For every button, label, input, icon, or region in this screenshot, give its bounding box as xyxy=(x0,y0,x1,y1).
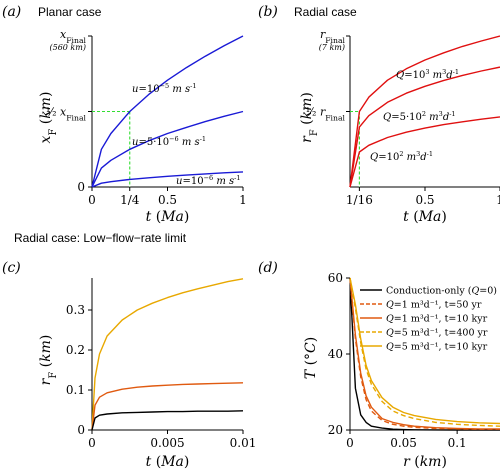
panel-c-xlabel: t (Ma) xyxy=(146,454,190,470)
panel-a-xtick-3-label: 1 xyxy=(239,193,247,207)
panel-c-ytick-0-label: 0 xyxy=(77,423,85,437)
panel-b-xtick-2-label: 1 xyxy=(496,193,500,207)
panel-a-series-1 xyxy=(91,35,244,188)
panel-d-series-5 xyxy=(349,277,500,425)
panel-a-ytick-0-label: 0 xyxy=(77,180,85,194)
panel-b-xtick-0-label: 1/16 xyxy=(346,193,373,207)
panel-d-series-3 xyxy=(349,277,500,430)
panel-b-series-label-2: Q=5·102 m3d-1 xyxy=(383,110,456,123)
panel-c-xtick-2-label: 0.01 xyxy=(230,436,257,450)
panel-b-series-1 xyxy=(349,35,500,188)
panel-d-label: (d) xyxy=(258,260,278,276)
panel-b-ylabel: rF (km) xyxy=(299,92,320,143)
panel-a-top-tick-label: xFinal xyxy=(60,28,87,45)
panel-b-label: (b) xyxy=(258,4,278,20)
panel-a-title: Planar case xyxy=(38,5,102,19)
panel-a-xtick-2-label: 0.5 xyxy=(158,193,177,207)
panel-d-legend-entry-4: Q=5 m³d⁻¹, t=400 yr xyxy=(386,328,488,339)
panel-c-ytick-2-label: 0.2 xyxy=(66,343,85,357)
panel-c-series-3 xyxy=(91,410,244,431)
panel-b-xlabel: t (Ma) xyxy=(403,209,447,225)
panel-d-xtick-0-label: 0 xyxy=(346,436,354,450)
panel-b-top-tick-label: rFinal xyxy=(320,28,346,45)
panel-a-ylabel: xF (km) xyxy=(38,92,59,144)
panel-d-legend-entry-3: Q=1 m³d⁻¹, t=10 kyr xyxy=(386,314,488,325)
panel-a-series-label-2: u=5·10−6 m s-1 xyxy=(132,135,206,148)
panel-c-label: (c) xyxy=(2,260,21,276)
panel-a-half-tick-label: ½ xFinal xyxy=(46,106,87,123)
panel-c-series-1 xyxy=(91,278,244,431)
panel-a-top-tick-note: (560 km) xyxy=(50,43,87,52)
panel-c-ytick-3-label: 0.3 xyxy=(66,303,85,317)
panel-b-title: Radial case xyxy=(294,5,357,19)
panel-a-series-label-1: u=10−5 m s-1 xyxy=(132,82,196,95)
panel-c-heading: Radial case: Low−flow−rate limit xyxy=(14,231,187,245)
panel-d-xlabel: r (km) xyxy=(403,454,447,470)
panel-d-legend-entry-1: Conduction-only (Q=0) xyxy=(386,286,497,297)
panel-b-half-tick-label: ½ rFinal xyxy=(306,106,346,123)
panel-c-series-2 xyxy=(91,382,244,431)
panel-c-xtick-0-label: 0 xyxy=(88,436,96,450)
panel-a-series-2 xyxy=(91,110,244,188)
panel-b-top-tick-note: (7 km) xyxy=(319,43,345,52)
panel-d-xtick-2-label: 0.1 xyxy=(448,436,467,450)
panel-d-ytick-2-label: 60 xyxy=(328,271,343,285)
panel-c-ytick-1-label: 0.1 xyxy=(66,383,85,397)
panel-a-xtick-0-label: 0 xyxy=(88,193,96,207)
panel-b-series-label-3: Q=102 m3d-1 xyxy=(370,150,433,163)
panel-a-xlabel: t (Ma) xyxy=(146,209,190,225)
panel-b-series-label-1: Q=103 m3d-1 xyxy=(396,68,459,81)
panel-a-label: (a) xyxy=(2,4,21,20)
panel-a-series-3 xyxy=(91,171,244,188)
panel-d-series-4 xyxy=(349,277,500,427)
panel-d-legend-entry-2: Q=1 m³d⁻¹, t=50 yr xyxy=(386,300,482,311)
panel-d-ylabel: T (°C) xyxy=(303,337,319,379)
panel-b-series-2 xyxy=(349,66,500,188)
panel-b-series-3 xyxy=(349,116,500,188)
panel-d-ytick-1-label: 40 xyxy=(328,347,343,361)
panel-c-xtick-1-label: 0.005 xyxy=(150,436,184,450)
panel-b-xtick-1-label: 0.5 xyxy=(415,193,434,207)
panel-c-ylabel: rF (km) xyxy=(38,335,59,386)
panel-d-ytick-0-label: 20 xyxy=(328,423,343,437)
panel-a-series-label-3: u=10−6 m s-1 xyxy=(176,174,240,187)
panel-a-xtick-1-label: 1/4 xyxy=(120,193,140,207)
panel-d-xtick-1-label: 0.05 xyxy=(390,436,417,450)
panel-d-legend-entry-5: Q=5 m³d⁻¹, t=10 kyr xyxy=(386,342,488,353)
